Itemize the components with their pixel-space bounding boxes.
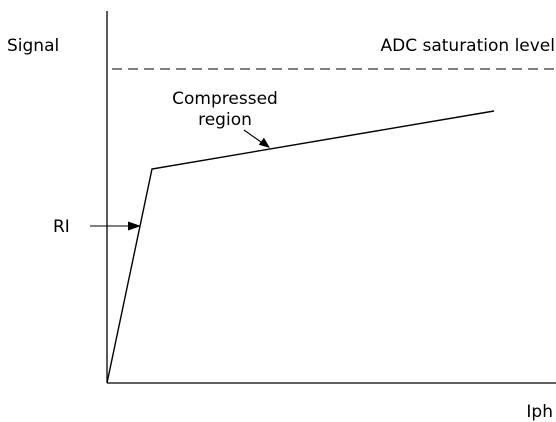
compressed-arrow-line — [243, 129, 262, 143]
compressed-label-line1: Compressed — [172, 89, 278, 109]
ri-label: RI — [53, 217, 70, 237]
y-axis-label: Signal — [7, 36, 59, 56]
compressed-label-line2: region — [198, 110, 252, 130]
ri-arrowhead — [128, 221, 141, 231]
compressed-arrowhead — [258, 137, 270, 148]
response-curve — [106, 110, 495, 384]
saturation-label: ADC saturation level — [380, 36, 555, 56]
x-axis-label: Iph — [526, 402, 553, 422]
